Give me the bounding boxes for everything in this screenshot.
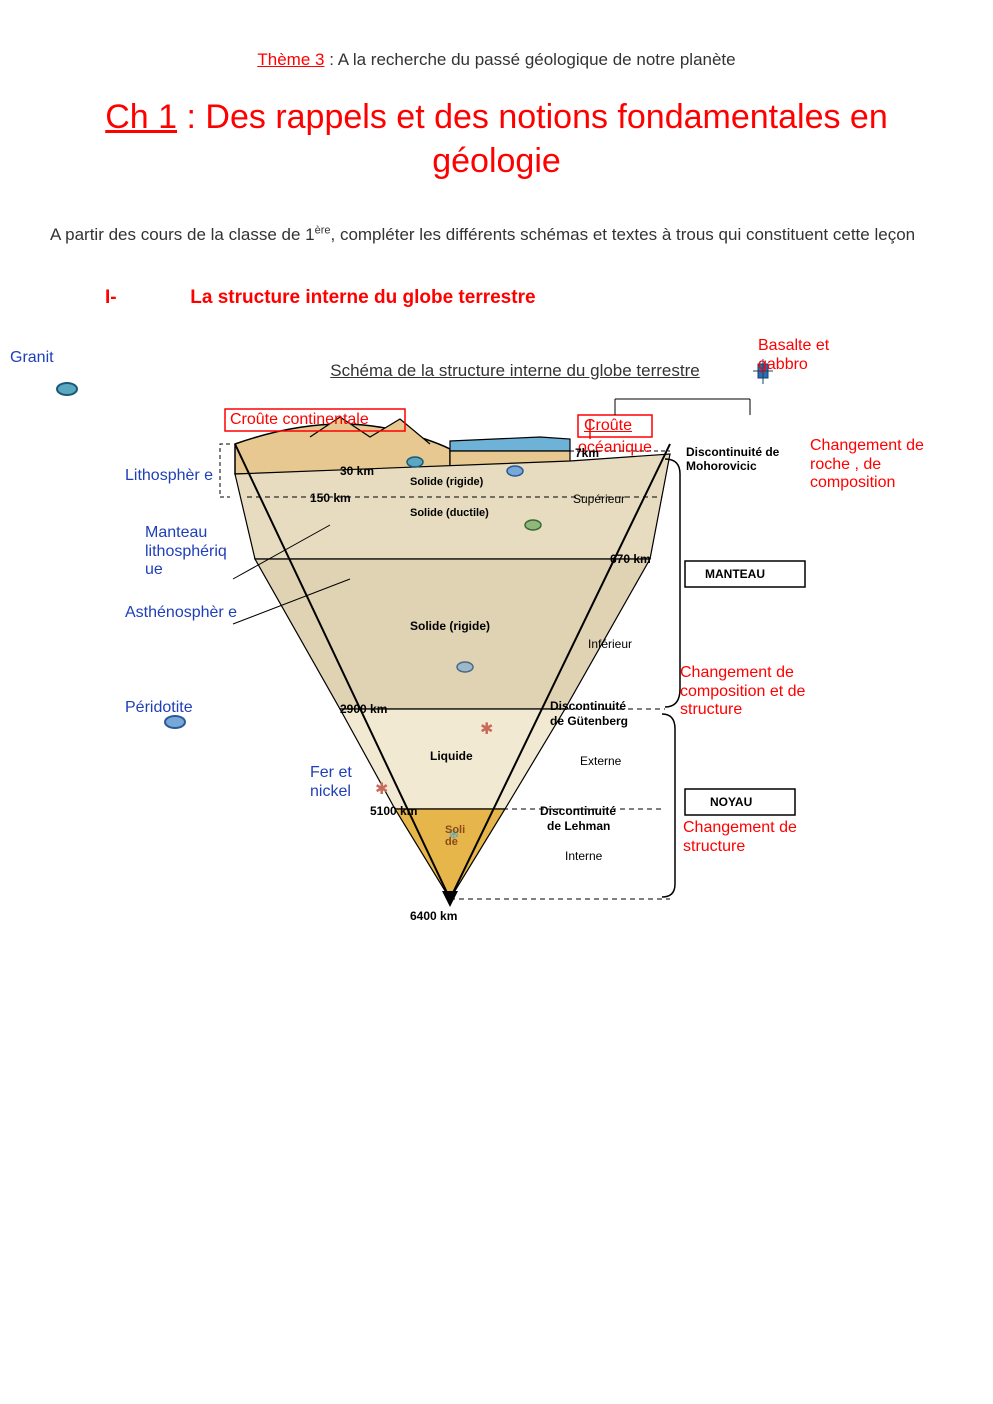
pastille-peridotite-icon xyxy=(165,716,185,728)
theme-line: Thème 3 : A la recherche du passé géolog… xyxy=(50,50,943,70)
label-disc-moho: Discontinuité de Mohorovicic xyxy=(686,445,806,473)
label-croute-oce-1: Croûte xyxy=(584,417,632,435)
bracket-manteau xyxy=(665,459,680,707)
section-1-heading: I- La structure interne du globe terrest… xyxy=(105,287,943,309)
intro-sup: ère xyxy=(315,225,331,237)
star-outer-core-icon: ✱ xyxy=(480,721,493,738)
label-chg-roche: Changement de roche , de composition xyxy=(810,437,940,492)
pastille-co-icon xyxy=(507,466,523,476)
page: Thème 3 : A la recherche du passé géolog… xyxy=(0,0,993,1404)
lower-mantle-shape xyxy=(255,559,650,709)
bracket-noyau xyxy=(662,714,675,897)
label-lithosphere: Lithosphèr e xyxy=(125,467,220,485)
label-inferieur: Inférieur xyxy=(588,637,632,651)
pastille-cc-icon xyxy=(407,457,423,467)
label-5100km: 5100 km xyxy=(370,804,417,818)
earth-structure-diagram: ✱ ✱ ❄ Schéma de la structure interne du … xyxy=(50,329,943,949)
pastille-lower-mantle-icon xyxy=(457,662,473,672)
label-670km: 670 km xyxy=(610,552,651,566)
label-manteau-litho: Manteau lithosphériq ue xyxy=(145,524,245,579)
section-1-title: La structure interne du globe terrestre xyxy=(190,287,535,308)
label-solide-ductile: Solide (ductile) xyxy=(410,507,489,519)
label-chg-comp: Changement de composition et de structur… xyxy=(680,664,860,719)
diagram-title: Schéma de la structure interne du globe … xyxy=(265,361,765,381)
label-150km: 150 km xyxy=(310,491,351,505)
title-rest: : Des rappels et des notions fondamental… xyxy=(177,98,888,180)
pastille-granit-icon xyxy=(57,383,77,395)
bracket-lithosphere xyxy=(220,444,230,497)
intro-before: A partir des cours de la classe de 1 xyxy=(50,225,315,244)
label-externe: Externe xyxy=(580,754,621,768)
title-ch: Ch 1 xyxy=(105,98,177,136)
label-asthenosphere: Asthénosphèr e xyxy=(125,604,245,622)
label-peridotite: Péridotite xyxy=(125,699,193,717)
label-liquide: Liquide xyxy=(430,749,473,763)
label-disc-gutenberg-1: Discontinuité xyxy=(550,699,626,713)
label-6400km: 6400 km xyxy=(410,909,457,923)
label-noyau-box: NOYAU xyxy=(710,795,752,809)
label-manteau-box: MANTEAU xyxy=(705,567,765,581)
label-fer-nickel: Fer et nickel xyxy=(310,764,380,801)
theme-rest: : A la recherche du passé géologique de … xyxy=(324,50,735,69)
page-title: Ch 1 : Des rappels et des notions fondam… xyxy=(50,95,943,183)
label-30km: 30 km xyxy=(340,464,374,478)
label-disc-lehman-2: de Lehman xyxy=(547,819,610,833)
label-superieur: Supérieur xyxy=(573,492,625,506)
diagram-svg: ✱ ✱ ❄ xyxy=(50,329,943,949)
label-disc-gutenberg-2: de Gütenberg xyxy=(550,714,628,728)
intro-paragraph: A partir des cours de la classe de 1ère,… xyxy=(50,223,943,247)
label-chg-struct: Changement de structure xyxy=(683,819,833,856)
intro-after: , compléter les différents schémas et te… xyxy=(331,225,916,244)
theme-prefix: Thème 3 xyxy=(257,50,324,69)
inner-core-shape xyxy=(395,809,505,899)
label-solide-core: Soli de xyxy=(445,824,475,848)
label-7km: 7km xyxy=(575,446,599,460)
pastille-mantle-icon xyxy=(525,520,541,530)
label-solide-rigide1: Solide (rigide) xyxy=(410,476,483,488)
label-croute-cont: Croûte continentale xyxy=(230,411,369,429)
label-granit: Granit xyxy=(10,349,54,367)
apex-arrow-icon xyxy=(442,891,458,907)
ocean-water-shape xyxy=(450,437,570,451)
label-2900km: 2900 km xyxy=(340,702,387,716)
section-1-num: I- xyxy=(105,287,185,309)
label-interne: Interne xyxy=(565,849,602,863)
label-disc-lehman-1: Discontinuité xyxy=(540,804,616,818)
label-basalte: Basalte et gabbro xyxy=(758,337,868,374)
label-solide-rigide2: Solide (rigide) xyxy=(410,619,490,633)
